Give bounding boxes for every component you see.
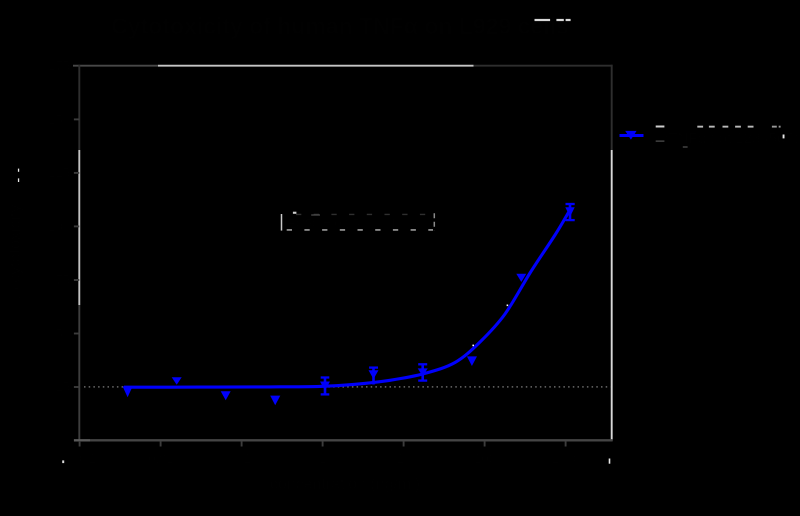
svg-text:150: 150 xyxy=(48,112,70,127)
svg-text:Cytotoxicity of human TNFα on: Cytotoxicity of human TNFα on L929 cells xyxy=(111,13,569,39)
svg-text:50: 50 xyxy=(56,326,70,341)
svg-text:0.1: 0.1 xyxy=(233,451,251,466)
svg-text:EC50 = 0.95 ng/ml: EC50 = 0.95 ng/ml xyxy=(287,216,395,231)
svg-text:concentration (ng/ml): concentration (ng/ml) xyxy=(270,476,420,493)
svg-text:0: 0 xyxy=(63,433,70,448)
svg-text:0.01: 0.01 xyxy=(148,451,173,466)
svg-text:100: 100 xyxy=(474,451,496,466)
svg-text:1: 1 xyxy=(319,451,326,466)
svg-text:10: 10 xyxy=(397,451,411,466)
svg-text:hTNFα (lot 1234567): hTNFα (lot 1234567) xyxy=(660,130,799,147)
svg-text:100: 100 xyxy=(48,219,70,234)
svg-text:75: 75 xyxy=(56,272,70,287)
svg-text:0.001: 0.001 xyxy=(64,451,97,466)
svg-text:% cytotoxicity: % cytotoxicity xyxy=(7,205,24,302)
svg-text:25: 25 xyxy=(56,379,70,394)
svg-text:1000: 1000 xyxy=(552,451,581,466)
svg-text:125: 125 xyxy=(48,165,70,180)
svg-text:175: 175 xyxy=(48,58,70,73)
